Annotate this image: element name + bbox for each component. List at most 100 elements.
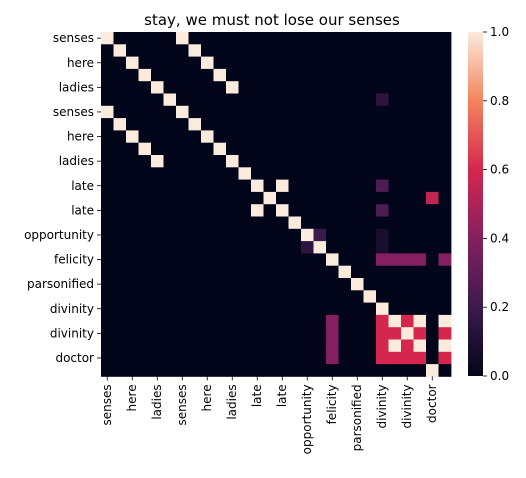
heatmap-cell [276, 314, 289, 328]
heatmap-cell [413, 167, 427, 180]
heatmap-cell [188, 278, 202, 291]
heatmap-cell [276, 105, 289, 119]
heatmap-cell [188, 118, 202, 131]
heatmap-cell [188, 339, 202, 353]
heatmap-cell [138, 241, 152, 254]
heatmap-cell [338, 278, 352, 291]
heatmap-cell [138, 93, 152, 107]
heatmap-cell [326, 278, 339, 291]
heatmap-cell [338, 302, 352, 316]
heatmap-cell [363, 265, 377, 279]
heatmap-cell [351, 302, 364, 316]
heatmap-cell [288, 142, 302, 156]
heatmap-cell [363, 68, 377, 82]
heatmap-cell [188, 155, 202, 168]
heatmap-cell [238, 265, 252, 279]
heatmap-cell [426, 265, 439, 279]
heatmap-cell [138, 142, 152, 156]
heatmap-cell [426, 278, 439, 291]
heatmap-cell [138, 179, 152, 193]
heatmap-cell [238, 241, 252, 254]
heatmap-cell [388, 130, 402, 144]
heatmap-cell [401, 278, 414, 291]
heatmap-cell [313, 265, 327, 279]
heatmap-cell [413, 142, 427, 156]
heatmap-cell [201, 56, 214, 70]
heatmap-cell [276, 302, 289, 316]
heatmap-cell [313, 118, 327, 131]
heatmap-cell [263, 191, 277, 205]
heatmap-cell [351, 142, 364, 156]
heatmap-cell [138, 191, 152, 205]
heatmap-cell [338, 93, 352, 107]
heatmap-cell [338, 290, 352, 303]
heatmap-cell [363, 327, 377, 340]
colorbar-tick-label: 0.2 [490, 300, 509, 314]
heatmap-cell [388, 228, 402, 242]
heatmap-cell [101, 278, 114, 291]
heatmap-cell [113, 278, 127, 291]
heatmap-cell [351, 68, 364, 82]
heatmap-cell [226, 228, 239, 242]
heatmap-cell [138, 228, 152, 242]
heatmap-cell [238, 314, 252, 328]
heatmap-cell [426, 314, 439, 328]
heatmap-cell [276, 191, 289, 205]
heatmap-cell [188, 241, 202, 254]
heatmap-cell [326, 142, 339, 156]
heatmap-cell [126, 118, 139, 131]
heatmap-cell [276, 68, 289, 82]
heatmap-cell [388, 364, 402, 377]
heatmap-cell [313, 44, 327, 57]
heatmap-cell [288, 105, 302, 119]
y-tick-label: late [71, 179, 94, 193]
heatmap-cell [238, 302, 252, 316]
heatmap-cell [176, 204, 189, 217]
heatmap-cell [426, 302, 439, 316]
heatmap-cell [201, 228, 214, 242]
heatmap-cell [201, 167, 214, 180]
heatmap-cell [201, 93, 214, 107]
heatmap-cell [101, 314, 114, 328]
heatmap-cell [301, 278, 314, 291]
heatmap-cell [163, 105, 177, 119]
heatmap-cell [213, 93, 227, 107]
heatmap-cell [338, 44, 352, 57]
heatmap-cell [101, 32, 114, 45]
heatmap-cell [313, 179, 327, 193]
heatmap-cell [151, 81, 164, 94]
heatmap-cell [251, 191, 264, 205]
heatmap-cell [238, 228, 252, 242]
heatmap-cell [213, 216, 227, 230]
heatmap-cell [138, 253, 152, 267]
heatmap-cell [213, 191, 227, 205]
heatmap-cell [263, 241, 277, 254]
heatmap-cell [113, 241, 127, 254]
heatmap-cell [426, 204, 439, 217]
heatmap-cell [213, 302, 227, 316]
heatmap-cell [301, 68, 314, 82]
heatmap-cell [301, 32, 314, 45]
heatmap-cell [238, 81, 252, 94]
heatmap-cell [163, 339, 177, 353]
heatmap-cell [301, 179, 314, 193]
heatmap-cell [138, 44, 152, 57]
heatmap-cell [426, 339, 439, 353]
heatmap-cell [276, 241, 289, 254]
heatmap-cell [163, 364, 177, 377]
heatmap-cell [151, 93, 164, 107]
x-tick-label: ladies [225, 384, 239, 419]
heatmap-cell [176, 32, 189, 45]
heatmap-cell [213, 327, 227, 340]
heatmap-cell [326, 351, 339, 365]
heatmap-cell [201, 155, 214, 168]
heatmap-cell [438, 56, 452, 70]
heatmap-cell [388, 253, 402, 267]
heatmap-cell [263, 32, 277, 45]
heatmap-cell [188, 130, 202, 144]
heatmap-cell [251, 105, 264, 119]
heatmap-cell [338, 253, 352, 267]
heatmap-cell [126, 155, 139, 168]
heatmap-cell [426, 216, 439, 230]
heatmap-cell [376, 191, 389, 205]
